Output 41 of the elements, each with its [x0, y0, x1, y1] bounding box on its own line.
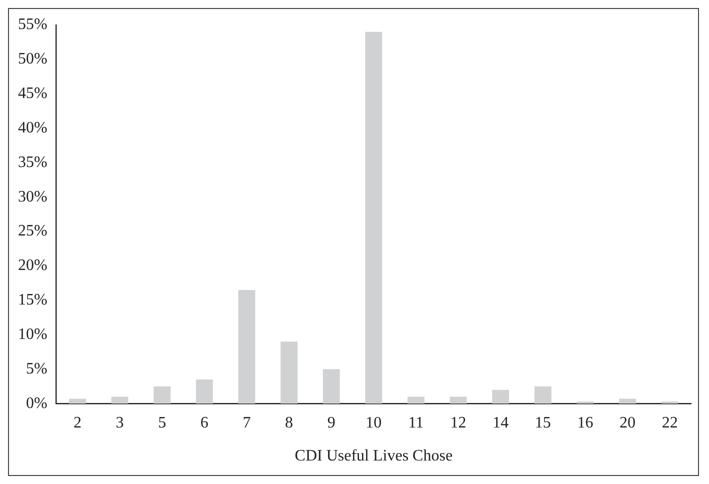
- bar: [154, 386, 171, 404]
- y-tick-label: 55%: [18, 16, 48, 34]
- y-tick-label: 50%: [18, 50, 48, 68]
- bar: [196, 380, 213, 404]
- x-tick-label: 14: [492, 414, 509, 432]
- bar: [534, 386, 552, 404]
- x-tick-label: 5: [158, 414, 166, 432]
- x-axis-title: CDI Useful Lives Chose: [294, 448, 453, 465]
- x-tick-label: 12: [450, 414, 466, 432]
- bar: [408, 396, 424, 404]
- x-tick-label: 6: [200, 414, 208, 432]
- bar: [69, 398, 86, 404]
- y-tick-label: 0%: [26, 394, 48, 412]
- y-tick-label: 40%: [18, 119, 48, 136]
- x-tick-label: 16: [577, 414, 594, 432]
- bar: [238, 290, 256, 404]
- bar: [365, 32, 382, 404]
- x-tick-label: 10: [366, 414, 382, 432]
- bar: [450, 396, 467, 404]
- y-tick-label: 45%: [18, 85, 48, 102]
- x-tick-label: 2: [73, 414, 82, 432]
- y-tick-label: 10%: [18, 326, 48, 343]
- y-tick-label: 15%: [18, 292, 48, 309]
- bar: [492, 390, 510, 404]
- x-tick-label: 11: [408, 414, 424, 432]
- y-tick-label: 30%: [18, 188, 48, 206]
- bar: [111, 396, 128, 404]
- x-tick-label: 20: [620, 414, 636, 432]
- x-tick-label: 3: [116, 414, 124, 432]
- bar: [280, 342, 298, 404]
- bar: [619, 398, 636, 404]
- x-tick-label: 15: [534, 414, 551, 432]
- y-tick-label: 20%: [18, 257, 48, 274]
- x-tick-label: 8: [285, 414, 294, 432]
- x-tick-label: 9: [327, 414, 336, 432]
- y-tick-label: 5%: [26, 360, 48, 378]
- y-tick-label: 35%: [18, 154, 48, 171]
- bar: [322, 369, 340, 404]
- x-tick-label: 22: [662, 414, 678, 432]
- x-tick-label: 7: [242, 414, 251, 432]
- y-tick-label: 25%: [18, 222, 48, 240]
